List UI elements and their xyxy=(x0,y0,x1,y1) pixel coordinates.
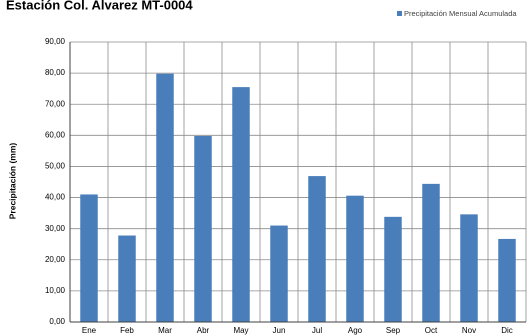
y-tick-labels: 0,00 10,00 20,00 30,00 40,00 50,00 60,00 70,00 8… xyxy=(45,37,66,326)
y-tick-label: 10,00 xyxy=(45,286,66,295)
y-tick-label: 0,00 xyxy=(49,317,65,326)
y-tick-label: 70,00 xyxy=(45,99,66,108)
bars xyxy=(80,73,516,322)
y-axis-title: Precipitación (mm) xyxy=(7,143,17,220)
x-tick-label: Jul xyxy=(312,326,322,335)
y-tick-label: 80,00 xyxy=(45,68,66,77)
x-tick-label: Mar xyxy=(158,326,172,335)
y-tick-label: 90,00 xyxy=(45,37,66,46)
y-tick-label: 50,00 xyxy=(45,162,66,171)
x-tick-label: Jun xyxy=(273,326,286,335)
x-tick-labels: Ene Feb Mar Abr May Jun Jul Ago Sep Oct Nov Dic xyxy=(82,326,513,335)
x-tick-label: Ago xyxy=(348,326,363,335)
x-tick-label: May xyxy=(233,326,248,335)
bar-abr xyxy=(194,135,212,322)
bar-jun xyxy=(270,225,288,322)
bar-sep xyxy=(384,216,402,322)
x-tick-label: Feb xyxy=(120,326,134,335)
bar-ago xyxy=(346,195,364,322)
x-tick-label: Nov xyxy=(462,326,476,335)
bar-may xyxy=(232,87,250,322)
bar-jul xyxy=(308,176,326,322)
x-tick-label: Sep xyxy=(386,326,401,335)
bar-feb xyxy=(118,235,136,322)
y-tick-label: 40,00 xyxy=(45,193,66,202)
legend: Precipitación Mensual Acumulada xyxy=(397,9,517,18)
axes xyxy=(69,42,526,323)
chart-title: Estación Col. Alvarez MT-0004 xyxy=(6,0,193,12)
x-tick-label: Abr xyxy=(197,326,210,335)
bar-dic xyxy=(498,238,516,322)
y-tick-label: 20,00 xyxy=(45,255,66,264)
bar-ene xyxy=(80,194,98,322)
x-tick-label: Oct xyxy=(425,326,438,335)
x-tick-label: Ene xyxy=(82,326,97,335)
x-tick-label: Dic xyxy=(501,326,513,335)
bar-nov xyxy=(460,214,478,322)
legend-swatch xyxy=(397,11,402,16)
legend-label: Precipitación Mensual Acumulada xyxy=(404,9,517,18)
y-tick-label: 60,00 xyxy=(45,130,66,139)
bar-oct xyxy=(422,183,440,322)
bar-mar xyxy=(156,73,174,322)
y-tick-label: 30,00 xyxy=(45,224,66,233)
